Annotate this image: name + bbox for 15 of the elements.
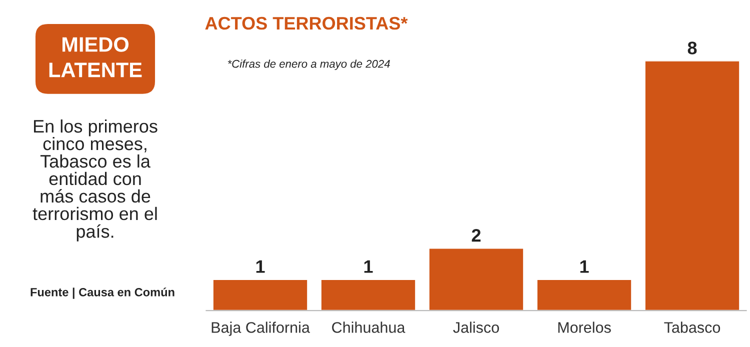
data-label: 1 xyxy=(256,260,265,273)
source-note: Fuente | Causa en Común xyxy=(30,288,174,299)
text: En los primeros cinco meses, Tabasco es la entidad con más casos de terrorismo en el país. xyxy=(32,119,158,242)
data-label: 8 xyxy=(688,42,697,54)
x-tick-label: Baja California xyxy=(212,322,310,336)
data-label: 2 xyxy=(472,228,481,242)
text: MIEDO LATENTE xyxy=(49,37,142,78)
data-label: 1 xyxy=(580,260,589,273)
x-tick-label: Tabasco xyxy=(664,322,720,333)
x-tick-label: Chihuahua xyxy=(332,322,406,333)
chart-title: ACTOS TERRORISTAS* xyxy=(205,16,408,30)
x-tick-label: Jalisco xyxy=(453,322,499,333)
chart-subtitle: *Cifras de enero a mayo de 2024 xyxy=(228,60,390,70)
data-label: 1 xyxy=(364,260,373,273)
x-tick-label: Morelos xyxy=(558,322,611,333)
